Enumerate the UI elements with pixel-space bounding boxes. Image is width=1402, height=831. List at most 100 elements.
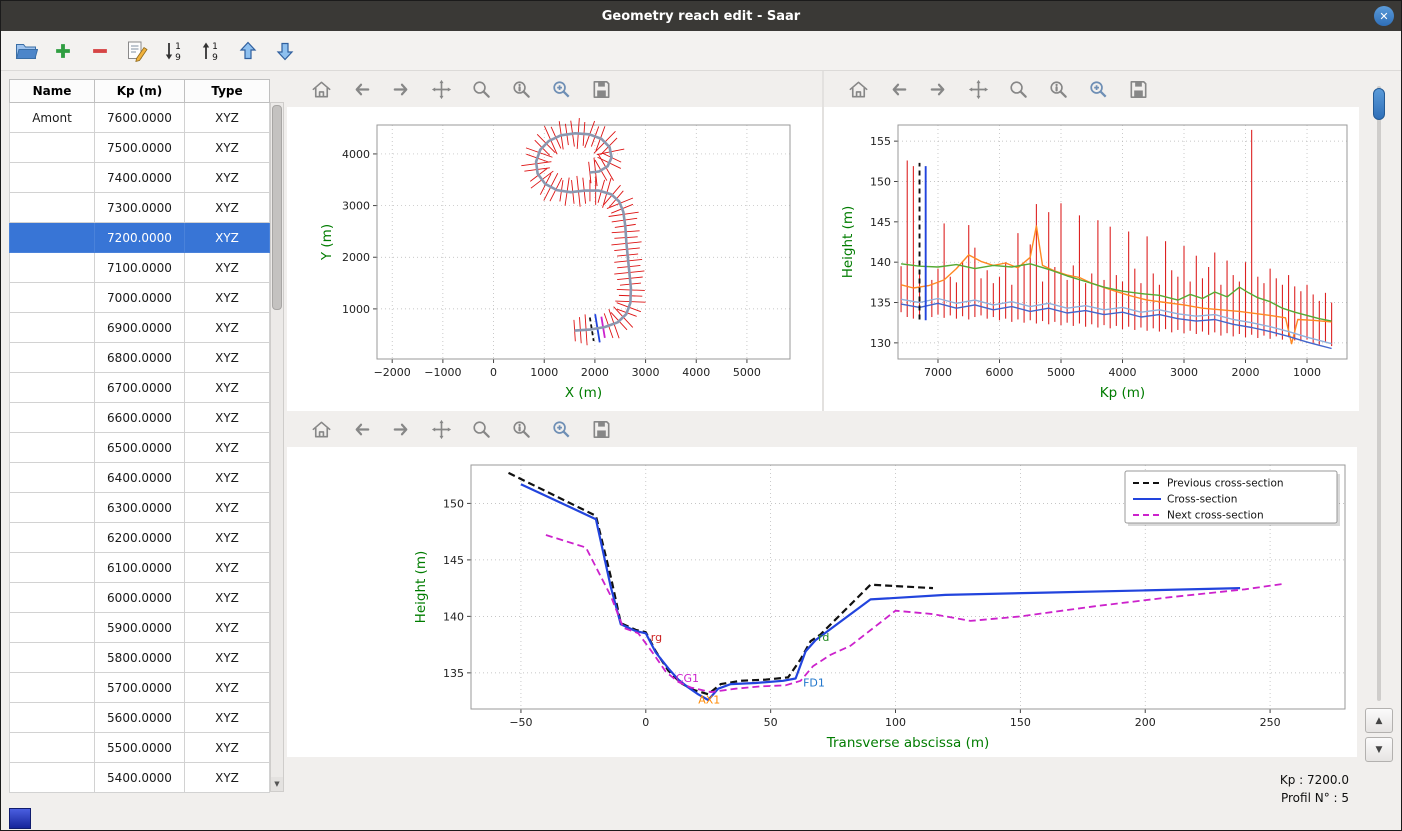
- table-row[interactable]: 6000.0000 XYZ: [9, 582, 270, 613]
- table-row[interactable]: 6900.0000 XYZ: [9, 312, 270, 343]
- svg-text:1000: 1000: [342, 303, 370, 316]
- zoom-plus-icon[interactable]: [1086, 77, 1110, 101]
- table-row[interactable]: 6300.0000 XYZ: [9, 492, 270, 523]
- svg-text:135: 135: [443, 667, 464, 680]
- table-row[interactable]: 5400.0000 XYZ: [9, 762, 270, 793]
- svg-text:100: 100: [885, 716, 906, 729]
- table-row[interactable]: 5600.0000 XYZ: [9, 702, 270, 733]
- table-scrollbar-thumb[interactable]: [272, 105, 282, 310]
- svg-text:Previous cross-section: Previous cross-section: [1167, 478, 1284, 490]
- add-cross-section-icon[interactable]: [50, 38, 76, 64]
- profile-up-button[interactable]: ▲: [1365, 708, 1393, 733]
- svg-text:150: 150: [870, 175, 891, 188]
- table-row[interactable]: 7100.0000 XYZ: [9, 252, 270, 283]
- save-icon[interactable]: [589, 77, 613, 101]
- table-row[interactable]: 6100.0000 XYZ: [9, 552, 270, 583]
- pan-icon[interactable]: [966, 77, 990, 101]
- svg-text:145: 145: [870, 216, 891, 229]
- move-down-icon[interactable]: [272, 38, 298, 64]
- table-scrollbar[interactable]: ▼: [270, 102, 284, 792]
- inspect-icon[interactable]: [509, 77, 533, 101]
- table-row[interactable]: 6400.0000 XYZ: [9, 462, 270, 493]
- move-up-icon[interactable]: [235, 38, 261, 64]
- table-row[interactable]: 5700.0000 XYZ: [9, 672, 270, 703]
- svg-text:130: 130: [870, 337, 891, 350]
- home-icon[interactable]: [309, 77, 333, 101]
- table-row[interactable]: 5800.0000 XYZ: [9, 642, 270, 673]
- table-row[interactable]: 5500.0000 XYZ: [9, 732, 270, 763]
- zoom-icon[interactable]: [469, 417, 493, 441]
- svg-text:Y (m): Y (m): [319, 224, 335, 261]
- table-row[interactable]: Amont 7600.0000 XYZ: [9, 102, 270, 133]
- zoom-icon[interactable]: [469, 77, 493, 101]
- svg-text:−1000: −1000: [424, 366, 461, 379]
- table-row[interactable]: 6500.0000 XYZ: [9, 432, 270, 463]
- table-row[interactable]: 7000.0000 XYZ: [9, 282, 270, 313]
- longitudinal-panel: 7000 6000 5000 4000 3000 2000 1000 130 135 140 145…: [822, 71, 1359, 411]
- table-row[interactable]: 7500.0000 XYZ: [9, 132, 270, 163]
- delete-cross-section-icon[interactable]: [87, 38, 113, 64]
- svg-text:9: 9: [175, 53, 181, 63]
- svg-text:1000: 1000: [1293, 366, 1321, 379]
- open-icon[interactable]: [13, 38, 39, 64]
- table-row[interactable]: 7400.0000 XYZ: [9, 162, 270, 193]
- table-row[interactable]: 7300.0000 XYZ: [9, 192, 270, 223]
- close-button[interactable]: ✕: [1374, 6, 1394, 26]
- plan-view-figure[interactable]: −2000 −1000 0 1000 2000 3000 4000 5000 1000 2000 3…: [287, 107, 822, 411]
- pan-icon[interactable]: [429, 77, 453, 101]
- table-scroll-down-button[interactable]: ▼: [271, 777, 283, 791]
- pan-icon[interactable]: [429, 417, 453, 441]
- edit-icon[interactable]: [124, 38, 150, 64]
- back-icon[interactable]: [349, 77, 373, 101]
- back-icon[interactable]: [886, 77, 910, 101]
- table-row[interactable]: 6600.0000 XYZ: [9, 402, 270, 433]
- save-icon[interactable]: [589, 417, 613, 441]
- svg-text:4000: 4000: [342, 148, 370, 161]
- svg-text:Next cross-section: Next cross-section: [1167, 510, 1264, 522]
- svg-text:X (m): X (m): [565, 385, 602, 401]
- home-icon[interactable]: [846, 77, 870, 101]
- inspect-icon[interactable]: [509, 417, 533, 441]
- svg-text:140: 140: [443, 610, 464, 623]
- table-row[interactable]: 6800.0000 XYZ: [9, 342, 270, 373]
- svg-text:200: 200: [1135, 716, 1156, 729]
- zoom-icon[interactable]: [1006, 77, 1030, 101]
- inspect-icon[interactable]: [1046, 77, 1070, 101]
- table-row[interactable]: 6700.0000 XYZ: [9, 372, 270, 403]
- cross-section-plot-toolbar: [287, 411, 1357, 447]
- cross-section-figure[interactable]: −50 0 50 100 150 200 250 135 140 145 150 Transverse…: [287, 447, 1357, 757]
- profile-down-button[interactable]: ▼: [1365, 737, 1393, 762]
- longitudinal-plot-toolbar: [824, 71, 1357, 107]
- svg-text:140: 140: [870, 256, 891, 269]
- header-kp: Kp (m): [94, 79, 185, 103]
- svg-text:CG1: CG1: [676, 672, 699, 685]
- svg-text:250: 250: [1260, 716, 1281, 729]
- svg-text:5000: 5000: [733, 366, 761, 379]
- cross-sections-table: Name Kp (m) Type Amont 7600.0000 XYZ 7500.0…: [9, 79, 270, 793]
- save-icon[interactable]: [1126, 77, 1150, 101]
- back-icon[interactable]: [349, 417, 373, 441]
- svg-text:4000: 4000: [1109, 366, 1137, 379]
- svg-text:4000: 4000: [682, 366, 710, 379]
- table-row[interactable]: 7200.0000 XYZ: [9, 222, 270, 253]
- forward-icon[interactable]: [389, 77, 413, 101]
- longitudinal-figure[interactable]: 7000 6000 5000 4000 3000 2000 1000 130 135 140 145…: [824, 107, 1359, 411]
- forward-icon[interactable]: [926, 77, 950, 101]
- table-row[interactable]: 6200.0000 XYZ: [9, 522, 270, 553]
- forward-icon[interactable]: [389, 417, 413, 441]
- table-row[interactable]: 5900.0000 XYZ: [9, 612, 270, 643]
- zoom-plus-icon[interactable]: [549, 417, 573, 441]
- home-icon[interactable]: [309, 417, 333, 441]
- svg-text:Transverse abscissa (m): Transverse abscissa (m): [826, 735, 990, 751]
- profile-slider[interactable]: [1377, 86, 1381, 701]
- svg-text:1: 1: [175, 42, 181, 52]
- content-area: Name Kp (m) Type Amont 7600.0000 XYZ 7500.0…: [1, 71, 1401, 830]
- plan-plot-toolbar: [287, 71, 822, 107]
- plots-area: −2000 −1000 0 1000 2000 3000 4000 5000 1000 2000 3…: [287, 71, 1359, 830]
- profile-slider-thumb[interactable]: [1373, 88, 1385, 120]
- svg-text:2000: 2000: [1232, 366, 1260, 379]
- zoom-plus-icon[interactable]: [549, 77, 573, 101]
